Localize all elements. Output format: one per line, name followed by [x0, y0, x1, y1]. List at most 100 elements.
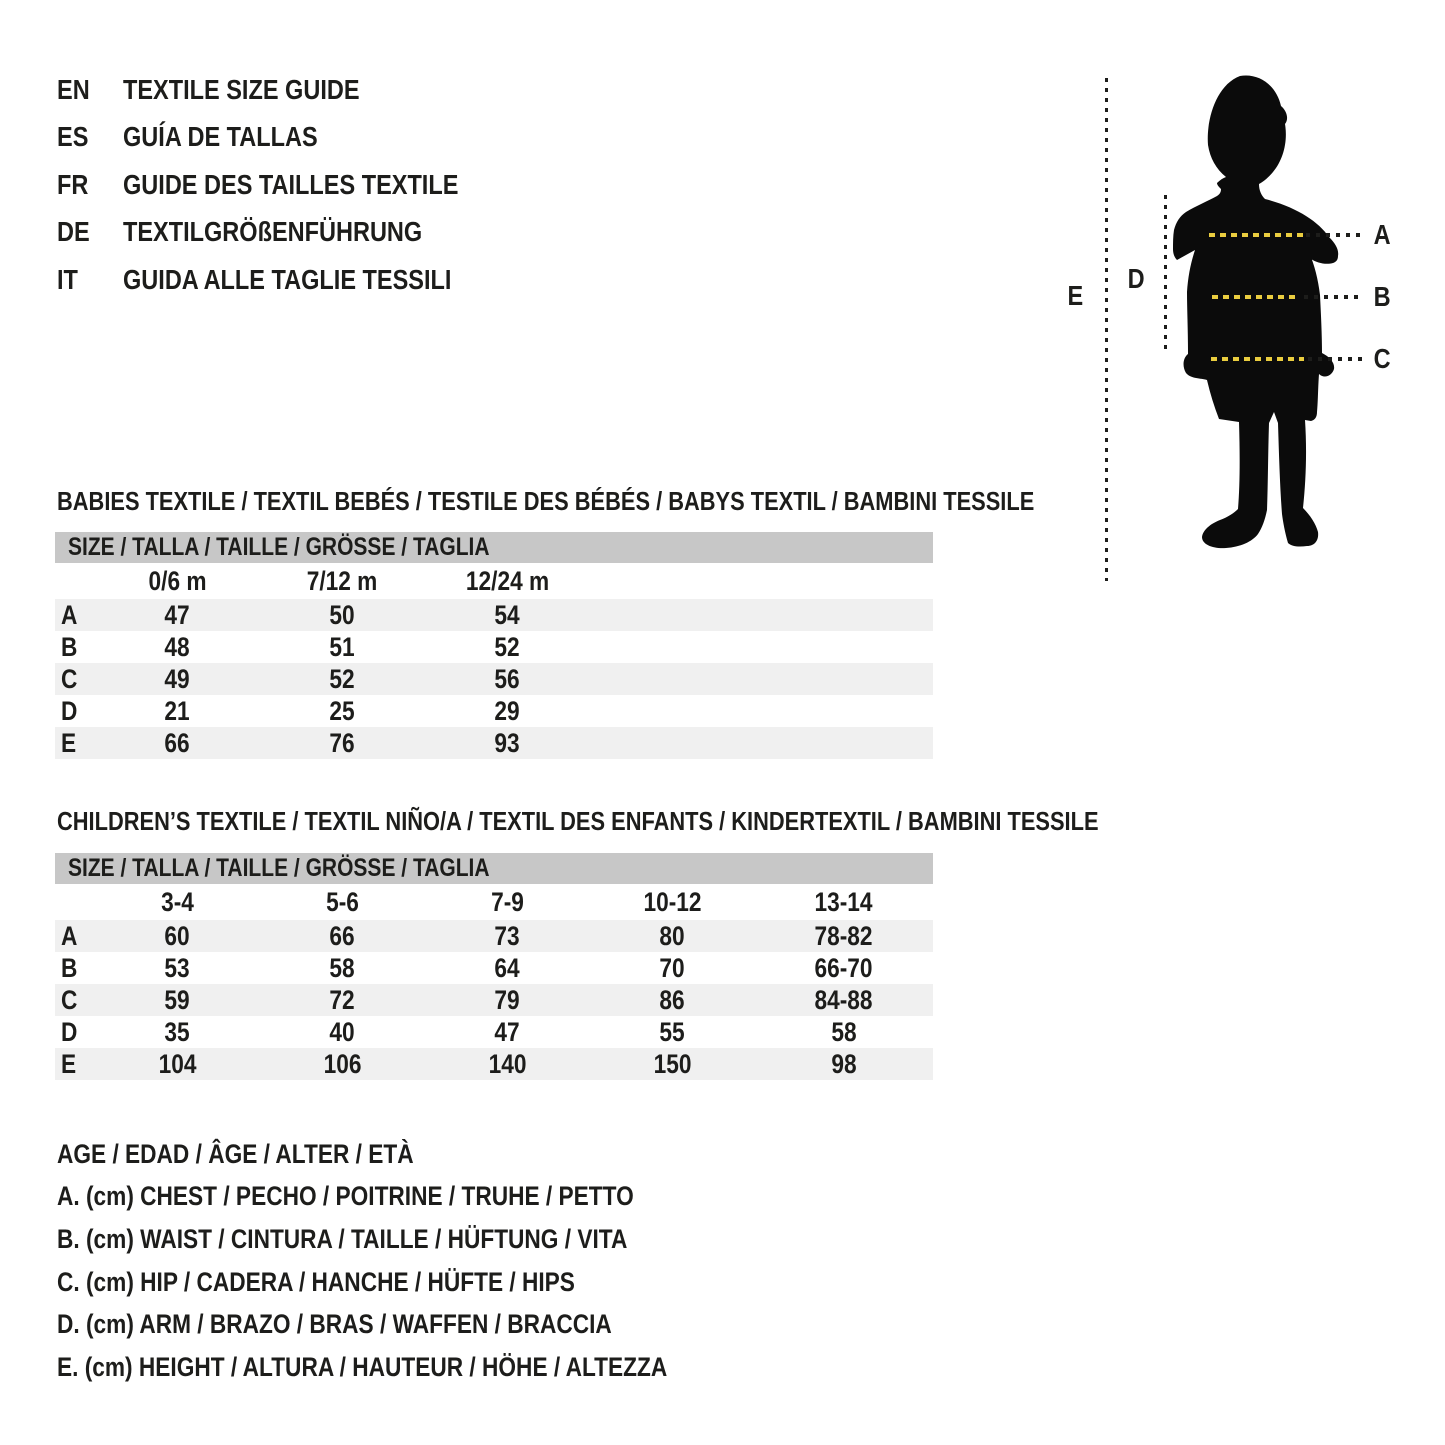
children-column-header-row: 3-4 5-6 7-9 10-12 13-14	[55, 884, 933, 920]
table-row: E 66 76 93	[55, 727, 933, 759]
language-row-en: EN TEXTILE SIZE GUIDE	[57, 66, 522, 114]
cell: 47	[164, 599, 191, 630]
row-label: C	[61, 984, 78, 1015]
cell: 78-82	[814, 920, 874, 951]
cell: 21	[164, 695, 191, 726]
cell: 106	[323, 1048, 362, 1079]
measure-label-e: E	[1067, 280, 1084, 311]
language-code: FR	[57, 168, 89, 200]
cell: 70	[659, 952, 686, 983]
table-row: B 48 51 52	[55, 631, 933, 663]
cell: 93	[494, 727, 521, 758]
cell: 40	[329, 1016, 356, 1047]
measurement-legend: AGE / EDAD / ÂGE / ALTER / ETÀ A. (cm) C…	[57, 1133, 783, 1389]
column-header: 7-9	[491, 886, 524, 917]
children-section-heading: CHILDREN’S TEXTILE / TEXTIL NIÑO/A / TEX…	[57, 806, 1099, 836]
language-title: TEXTILE SIZE GUIDE	[123, 73, 360, 105]
row-label: E	[61, 1048, 77, 1079]
column-header: 12/24 m	[465, 565, 550, 596]
child-silhouette	[1173, 75, 1339, 549]
column-header: 3-4	[161, 886, 194, 917]
table-row: E 104 106 140 150 98	[55, 1048, 933, 1080]
cell: 35	[164, 1016, 191, 1047]
cell: 73	[494, 920, 521, 951]
children-size-table: SIZE / TALLA / TAILLE / GRÖSSE / TAGLIA …	[55, 853, 933, 1080]
cell: 25	[329, 695, 356, 726]
language-code: EN	[57, 73, 90, 105]
legend-waist: B. (cm) WAIST / CINTURA / TAILLE / HÜFTU…	[57, 1223, 628, 1254]
cell: 140	[488, 1048, 527, 1079]
legend-age: AGE / EDAD / ÂGE / ALTER / ETÀ	[57, 1138, 414, 1169]
row-label: A	[61, 599, 78, 630]
table-row: A 60 66 73 80 78-82	[55, 920, 933, 952]
language-code: ES	[57, 121, 89, 153]
measure-label-a: A	[1373, 219, 1391, 250]
cell: 54	[494, 599, 521, 630]
language-row-de: DE TEXTILGRÖßENFÜHRUNG	[57, 209, 522, 257]
column-header: 10-12	[643, 886, 702, 917]
table-row: D 35 40 47 55 58	[55, 1016, 933, 1048]
cell: 58	[329, 952, 356, 983]
language-title: GUÍA DE TALLAS	[123, 121, 318, 153]
chest-dash-line-a	[1209, 233, 1303, 237]
row-label: D	[61, 1016, 78, 1047]
table-row: C 59 72 79 86 84-88	[55, 984, 933, 1016]
table-row: D 21 25 29	[55, 695, 933, 727]
cell: 29	[494, 695, 521, 726]
hip-dash-line-c	[1211, 357, 1304, 361]
cell: 51	[329, 631, 356, 662]
row-label: B	[61, 952, 78, 983]
babies-size-table: SIZE / TALLA / TAILLE / GRÖSSE / TAGLIA …	[55, 532, 933, 759]
cell: 72	[329, 984, 356, 1015]
hip-dots-line-c	[1308, 357, 1362, 361]
cell: 59	[164, 984, 191, 1015]
cell: 76	[329, 727, 356, 758]
table-row: C 49 52 56	[55, 663, 933, 695]
table-row: B 53 58 64 70 66-70	[55, 952, 933, 984]
cell: 79	[494, 984, 521, 1015]
legend-hip: C. (cm) HIP / CADERA / HANCHE / HÜFTE / …	[57, 1266, 575, 1297]
waist-dash-line-b	[1212, 295, 1300, 299]
language-title: GUIDE DES TAILLES TEXTILE	[123, 168, 459, 200]
column-header: 5-6	[326, 886, 359, 917]
cell: 52	[329, 663, 356, 694]
cell: 53	[164, 952, 191, 983]
language-row-es: ES GUÍA DE TALLAS	[57, 114, 522, 162]
cell: 55	[659, 1016, 686, 1047]
size-bar-label: SIZE / TALLA / TAILLE / GRÖSSE / TAGLIA	[68, 533, 490, 561]
measure-label-c: C	[1373, 343, 1391, 374]
language-title-block: EN TEXTILE SIZE GUIDE ES GUÍA DE TALLAS …	[57, 66, 522, 304]
babies-section-heading: BABIES TEXTILE / TEXTIL BEBÉS / TESTILE …	[57, 486, 1035, 516]
cell: 150	[653, 1048, 692, 1079]
height-measure-line-e	[1105, 78, 1108, 581]
legend-height: E. (cm) HEIGHT / ALTURA / HAUTEUR / HÖHE…	[57, 1351, 668, 1382]
cell: 84-88	[814, 984, 874, 1015]
cell: 64	[494, 952, 521, 983]
language-row-it: IT GUIDA ALLE TAGLIE TESSILI	[57, 256, 522, 304]
babies-size-bar: SIZE / TALLA / TAILLE / GRÖSSE / TAGLIA	[55, 532, 933, 563]
cell: 98	[831, 1048, 857, 1079]
cell: 50	[329, 599, 356, 630]
cell: 47	[494, 1016, 521, 1047]
row-label: D	[61, 695, 78, 726]
cell: 80	[659, 920, 686, 951]
chest-dots-line-a	[1306, 233, 1362, 237]
column-header: 0/6 m	[148, 565, 207, 596]
language-code: DE	[57, 216, 90, 248]
cell: 86	[659, 984, 686, 1015]
legend-arm: D. (cm) ARM / BRAZO / BRAS / WAFFEN / BR…	[57, 1309, 612, 1340]
cell: 66	[329, 920, 356, 951]
cell: 58	[831, 1016, 857, 1047]
cell: 48	[164, 631, 191, 662]
language-title: TEXTILGRÖßENFÜHRUNG	[123, 216, 423, 248]
measure-label-b: B	[1373, 281, 1391, 312]
cell: 66	[164, 727, 191, 758]
size-bar-label: SIZE / TALLA / TAILLE / GRÖSSE / TAGLIA	[68, 854, 490, 882]
language-code: IT	[57, 263, 78, 295]
row-label: B	[61, 631, 78, 662]
waist-dots-line-b	[1304, 295, 1362, 299]
cell: 49	[164, 663, 191, 694]
measure-label-d: D	[1127, 263, 1145, 294]
row-label: A	[61, 920, 78, 951]
cell: 66-70	[814, 952, 874, 983]
